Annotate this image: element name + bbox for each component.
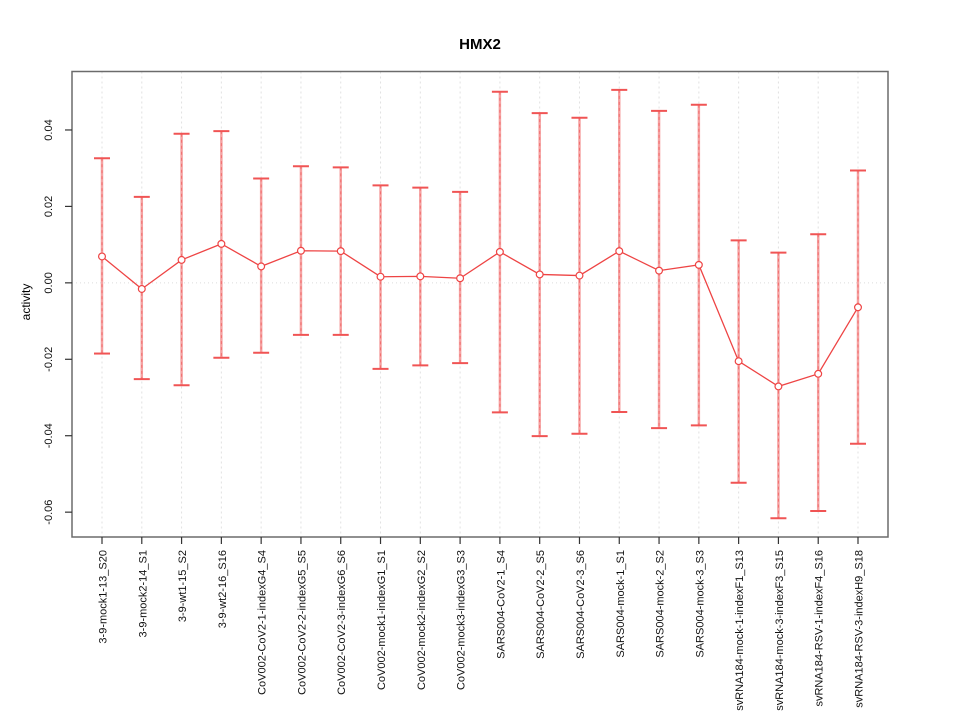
x-tick-label: CoV002-mock3-indexG3_S3 (456, 550, 468, 690)
x-tick-label: SARS004-CoV2-1_S4 (495, 550, 507, 659)
x-tick-label: svRNA184-mock-3-indexF3_S15 (774, 550, 786, 711)
x-tick-label: SARS004-CoV2-3_S6 (575, 550, 587, 659)
data-point-marker (495, 247, 504, 256)
x-tick-label: SARS004-CoV2-2_S5 (535, 550, 547, 659)
x-tick-label: svRNA184-mock-1-indexF1_S13 (734, 550, 746, 711)
x-tick-label: 3-9-mock1-13_S20 (98, 550, 110, 644)
data-point-marker (376, 272, 385, 281)
data-point-marker (296, 246, 305, 255)
data-point-marker (177, 255, 186, 264)
y-tick-label: 0.04 (43, 119, 55, 140)
x-tick-label: svRNA184-RSV-3-indexH9_S18 (854, 550, 866, 708)
x-tick-label: CoV002-mock1-indexG1_S1 (376, 550, 388, 690)
data-point-marker (694, 260, 703, 269)
y-tick-label: 0.02 (43, 196, 55, 217)
y-tick-label: 0.00 (43, 272, 55, 293)
x-tick-label: svRNA184-RSV-1-indexF4_S16 (814, 550, 826, 707)
x-tick-label: CoV002-mock2-indexG2_S2 (416, 550, 428, 690)
data-point-marker (257, 262, 266, 271)
x-tick-label: SARS004-mock-1_S1 (615, 550, 627, 658)
data-point-marker (416, 272, 425, 281)
data-point-marker (217, 239, 226, 248)
plot-border (71, 70, 889, 538)
x-tick-label: CoV002-CoV2-3-indexG6_S6 (336, 550, 348, 695)
chart-title: HMX2 (459, 36, 501, 53)
x-tick-label: CoV002-CoV2-2-indexG5_S5 (296, 550, 308, 695)
data-point-marker (456, 274, 465, 283)
x-tick-label: 3-9-wt2-16_S16 (217, 550, 229, 628)
x-tick-label: CoV002-CoV2-1-indexG4_S4 (257, 550, 269, 695)
data-point-marker (734, 357, 743, 366)
x-tick-label: SARS004-mock-3_S3 (694, 550, 706, 658)
series-line (101, 243, 859, 388)
y-tick-label: -0.02 (43, 347, 55, 372)
y-tick-label: -0.06 (43, 500, 55, 525)
x-tick-label: 3-9-mock2-14_S1 (137, 550, 149, 637)
x-tick-label: 3-9-wt1-15_S2 (177, 550, 189, 622)
data-point-marker (336, 247, 345, 256)
data-point-marker (97, 252, 106, 261)
data-point-marker (137, 284, 146, 293)
data-point-marker (535, 270, 544, 279)
data-point-marker (575, 271, 584, 280)
data-point-marker (814, 369, 823, 378)
data-point-marker (615, 247, 624, 256)
data-point-marker (655, 266, 664, 275)
x-tick-label: SARS004-mock-2_S2 (655, 550, 667, 658)
data-point-marker (774, 382, 783, 391)
data-point-marker (853, 303, 862, 312)
y-tick-label: -0.04 (43, 423, 55, 448)
